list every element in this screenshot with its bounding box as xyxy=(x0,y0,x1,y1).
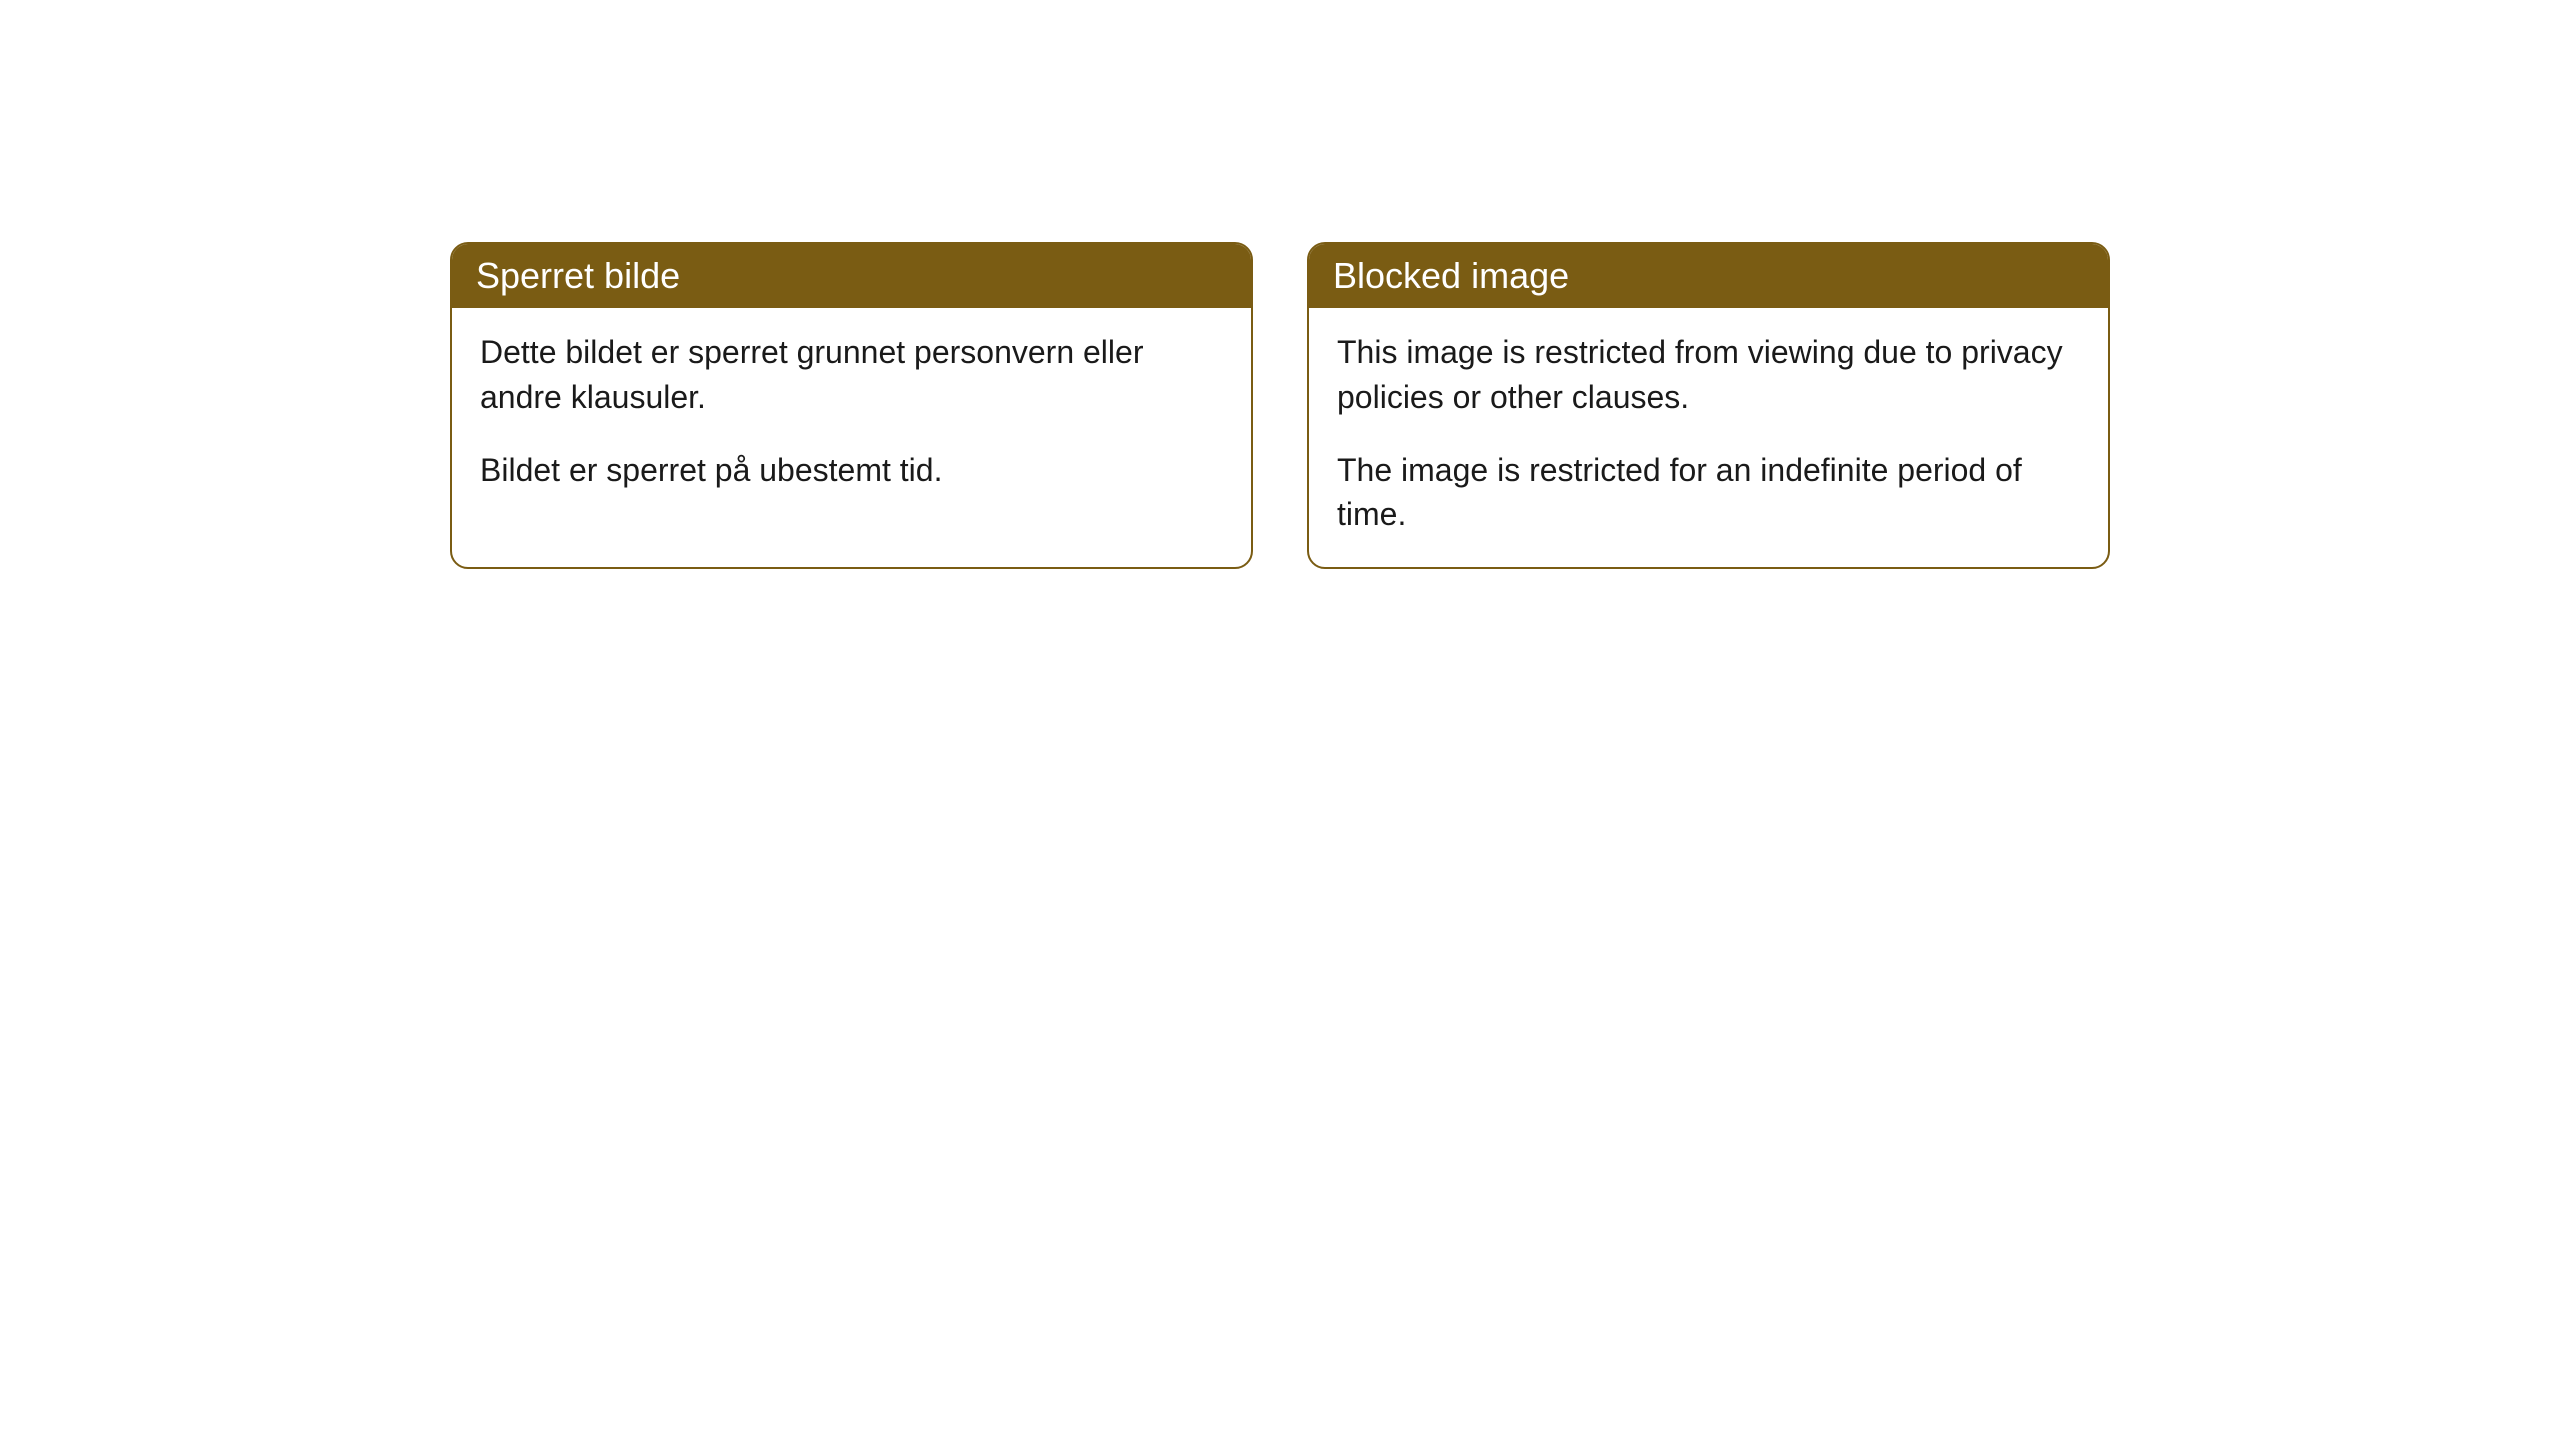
notice-body: Dette bildet er sperret grunnet personve… xyxy=(452,308,1251,522)
notice-card-norwegian: Sperret bilde Dette bildet er sperret gr… xyxy=(450,242,1253,569)
notice-paragraph-1: This image is restricted from viewing du… xyxy=(1337,330,2080,420)
notice-body: This image is restricted from viewing du… xyxy=(1309,308,2108,567)
notice-title: Sperret bilde xyxy=(476,255,680,296)
notice-paragraph-1: Dette bildet er sperret grunnet personve… xyxy=(480,330,1223,420)
notice-title: Blocked image xyxy=(1333,255,1569,296)
notice-header: Sperret bilde xyxy=(452,244,1251,308)
notice-container: Sperret bilde Dette bildet er sperret gr… xyxy=(0,0,2560,569)
notice-paragraph-2: The image is restricted for an indefinit… xyxy=(1337,448,2080,538)
notice-header: Blocked image xyxy=(1309,244,2108,308)
notice-card-english: Blocked image This image is restricted f… xyxy=(1307,242,2110,569)
notice-paragraph-2: Bildet er sperret på ubestemt tid. xyxy=(480,448,1223,493)
